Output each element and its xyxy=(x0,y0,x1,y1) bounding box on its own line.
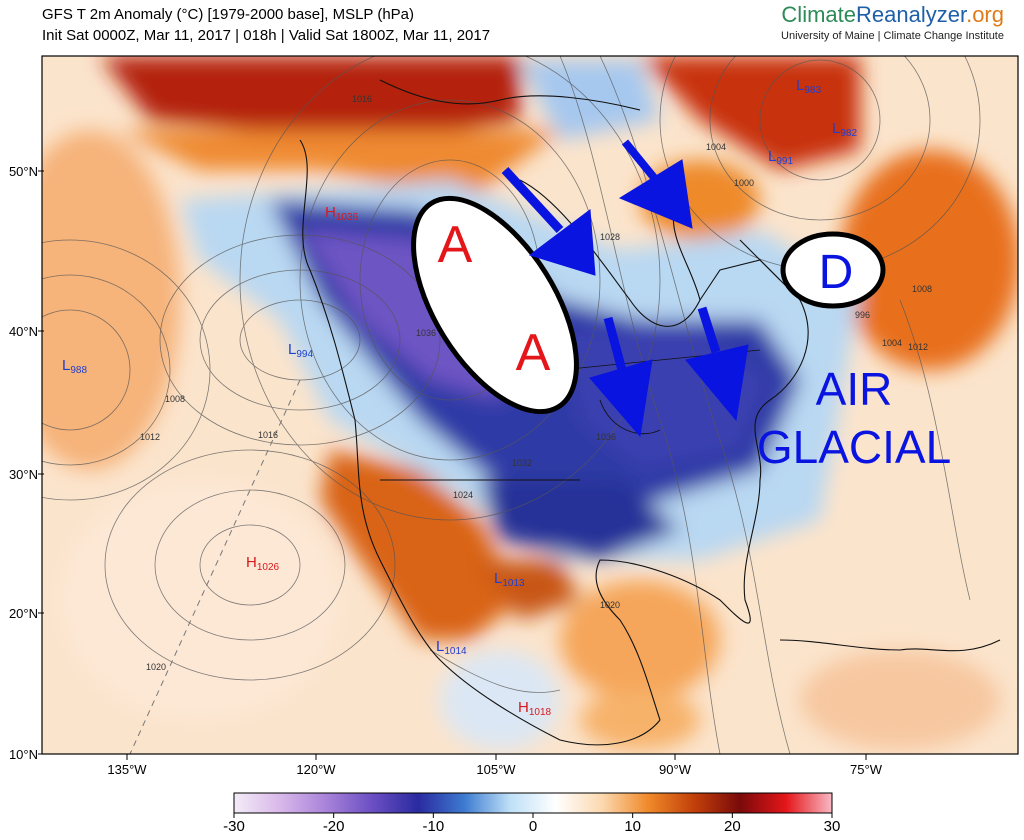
lat-label: 30°N xyxy=(9,467,38,482)
colorbar xyxy=(233,792,833,818)
isobar-label: 1020 xyxy=(146,662,166,672)
isobar-label: 1036 xyxy=(416,328,436,338)
colorbar-tick-label: 20 xyxy=(723,818,741,835)
air-label-line1: AIR xyxy=(816,363,893,415)
pressure-center-h: H1026 xyxy=(246,554,280,573)
isobar-label: 1032 xyxy=(512,458,532,468)
anomaly-field xyxy=(42,56,1018,754)
colorbar-tick-label: 30 xyxy=(823,818,841,835)
isobar-label: 1024 xyxy=(453,490,473,500)
high-pressure-annotation: A A xyxy=(411,195,579,415)
pressure-center-l: L982 xyxy=(832,120,857,139)
brand[interactable]: ClimateReanalyzer.org University of Main… xyxy=(781,2,1004,42)
isobar-label: 1004 xyxy=(882,338,902,348)
isobar-label: 1012 xyxy=(140,432,160,442)
colorbar-tick-label: 0 xyxy=(528,818,538,835)
map-frame xyxy=(41,55,1019,755)
lat-label: 10°N xyxy=(9,747,38,762)
isobar-label: 1016 xyxy=(258,430,278,440)
pressure-center-h: H1018 xyxy=(518,699,552,718)
lat-label: 40°N xyxy=(9,324,38,339)
pressure-center-l: L1014 xyxy=(436,638,467,657)
isobar-label: 1012 xyxy=(908,342,928,352)
arrow-icon xyxy=(589,316,653,438)
high-letter-1: A xyxy=(438,216,473,274)
colorbar-tick-label: -10 xyxy=(422,818,445,835)
colorbar-tick-label: 10 xyxy=(624,818,641,835)
arrow-icon xyxy=(685,306,749,422)
isobar-label: 1028 xyxy=(600,232,620,242)
lat-label: 50°N xyxy=(9,164,38,179)
isobar-label: 1020 xyxy=(600,600,620,610)
pressure-center-h: H1036 xyxy=(325,204,359,223)
isobar-label: 1008 xyxy=(912,284,932,294)
isobar-label: 1036 xyxy=(596,432,616,442)
lon-label: 135°W xyxy=(107,762,147,777)
map-header: GFS T 2m Anomaly (°C) [1979-2000 base], … xyxy=(42,4,490,46)
lon-axis: 135°W 120°W 105°W 90°W 75°W xyxy=(107,754,883,777)
trough-line xyxy=(129,379,301,754)
lat-label: 20°N xyxy=(9,606,38,621)
pressure-center-l: L983 xyxy=(796,77,821,96)
brand-subtitle: University of Maine | Climate Change Ins… xyxy=(781,30,1004,42)
isobar-labels: 1016104010281024100410009961008100810121… xyxy=(140,94,932,672)
brand-logo[interactable]: ClimateReanalyzer.org xyxy=(781,2,1004,27)
cold-air-arrows xyxy=(501,139,749,438)
lon-label: 105°W xyxy=(476,762,516,777)
lon-label: 90°W xyxy=(659,762,692,777)
pressure-center-l: L1013 xyxy=(494,570,525,589)
pressure-center-l: L994 xyxy=(288,341,313,360)
map-title: GFS T 2m Anomaly (°C) [1979-2000 base], … xyxy=(42,6,415,23)
isobar-label: 1008 xyxy=(165,394,185,404)
isobar-label: 1016 xyxy=(352,94,372,104)
lon-label: 75°W xyxy=(850,762,883,777)
pressure-centers: H1036 L994 L988 L983 L982 L991 H1026 L1013 L1014… xyxy=(62,77,857,718)
arrow-icon xyxy=(618,139,693,229)
map-valid-time: Init Sat 0000Z, Mar 11, 2017 | 018h | Va… xyxy=(42,27,491,44)
low-letter: D xyxy=(819,246,854,299)
high-letter-2: A xyxy=(516,324,551,382)
lon-label: 120°W xyxy=(296,762,336,777)
low-pressure-annotation: D xyxy=(780,231,886,309)
pressure-center-l: L991 xyxy=(768,148,793,167)
isobar-label: 1004 xyxy=(706,142,726,152)
pressure-center-l: L988 xyxy=(62,357,87,376)
isobar-label: 1000 xyxy=(734,178,754,188)
colorbar-tick-label: -30 xyxy=(223,818,245,835)
arrow-icon xyxy=(501,166,596,276)
colorbar-tick-label: -20 xyxy=(322,818,345,835)
air-label-line2: GLACIAL xyxy=(757,421,951,473)
isobar-label: 996 xyxy=(855,310,870,320)
lat-axis: 50°N 40°N 30°N 20°N 10°N xyxy=(9,164,44,762)
